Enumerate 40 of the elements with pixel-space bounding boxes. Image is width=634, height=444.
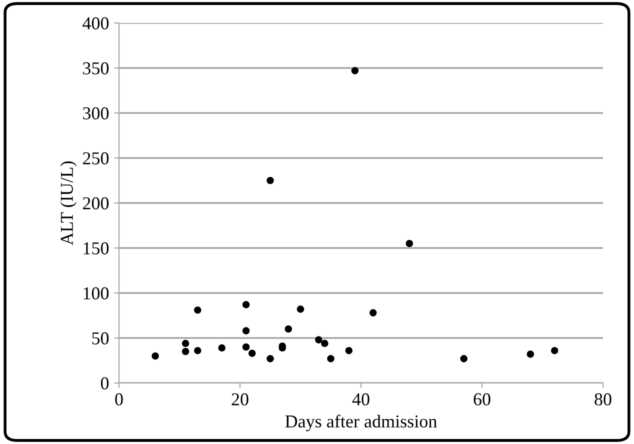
x-tick-label: 80 <box>594 393 612 406</box>
point <box>315 336 322 344</box>
y-tick-label: 350 <box>83 62 109 74</box>
point <box>242 343 250 351</box>
point <box>406 240 414 248</box>
x-tick-label: 20 <box>232 393 248 406</box>
y-axis-title: ALT (IU/L) <box>60 161 77 246</box>
point <box>345 346 353 354</box>
point <box>526 350 534 358</box>
y-tick-label: 200 <box>82 197 109 210</box>
y-tick-label: 100 <box>84 287 109 300</box>
y-tick-label: 50 <box>92 332 109 344</box>
point <box>284 325 292 333</box>
point <box>182 348 190 356</box>
point <box>218 344 226 352</box>
point <box>460 355 468 362</box>
point <box>266 176 274 184</box>
point <box>369 309 377 316</box>
point <box>152 352 159 360</box>
y-tick-label: 300 <box>83 107 109 120</box>
x-tick-label: 60 <box>474 393 490 406</box>
y-tick-label: 0 <box>100 377 109 390</box>
y-tick-label: 250 <box>82 152 109 164</box>
point <box>194 346 202 354</box>
point <box>242 327 250 334</box>
point <box>182 340 190 348</box>
point <box>321 340 328 348</box>
y-tick-label: 150 <box>84 242 109 254</box>
point <box>242 301 250 308</box>
point <box>327 355 334 362</box>
point <box>194 306 202 314</box>
x-axis-title: Days after admission <box>285 414 437 432</box>
x-tick-label: 40 <box>352 393 370 406</box>
y-tick-label: 400 <box>82 17 109 30</box>
point <box>296 306 304 313</box>
point <box>351 67 359 74</box>
point <box>550 346 558 354</box>
point <box>266 355 274 362</box>
x-tick-label: 0 <box>115 393 123 406</box>
point <box>248 350 256 357</box>
